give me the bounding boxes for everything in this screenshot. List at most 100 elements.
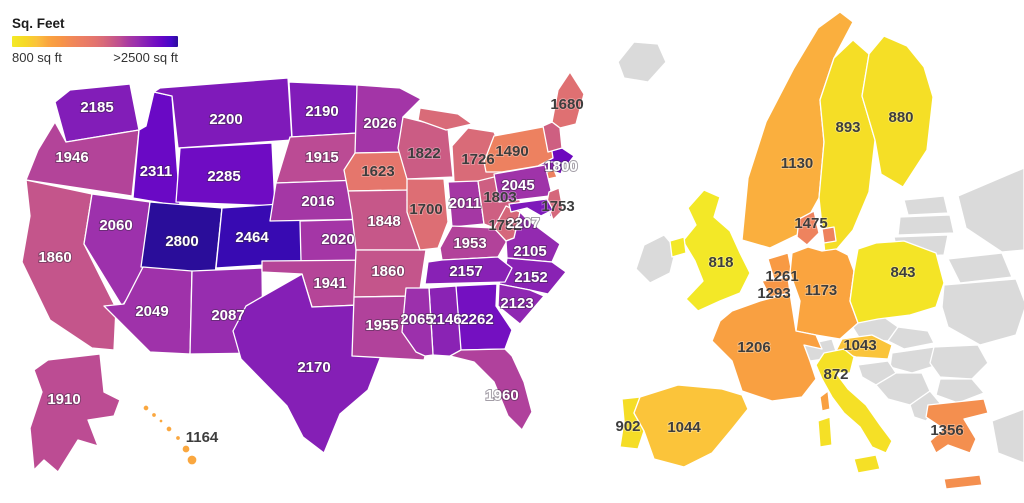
region-label-md: 2207 — [506, 215, 539, 232]
region-label-mt: 2200 — [209, 111, 242, 128]
region-label-ga: 2262 — [460, 311, 493, 328]
region-label-tn: 2157 — [449, 263, 482, 280]
region-hi — [181, 444, 191, 454]
region-or — [25, 121, 140, 197]
region-label-austria: 1043 — [843, 337, 876, 354]
region-label-portugal: 902 — [615, 418, 640, 435]
region-denmark — [821, 226, 837, 244]
region-nh — [542, 121, 563, 153]
region-romania — [929, 344, 989, 380]
legend-labels: 800 sq ft >2500 sq ft — [12, 50, 178, 65]
region-label-sd: 1915 — [305, 149, 338, 166]
region-label-wa: 2185 — [80, 99, 113, 116]
legend: Sq. Feet 800 sq ft >2500 sq ft — [12, 16, 178, 65]
region-hi — [158, 418, 164, 424]
region-label-ok: 1941 — [313, 275, 346, 292]
region-label-il: 1700 — [409, 201, 442, 218]
region-label-ny: 1490 — [495, 143, 528, 160]
region-slovakia — [887, 326, 935, 350]
region-sc — [497, 283, 545, 325]
region-greece — [925, 398, 989, 454]
region-label-ar: 1860 — [371, 263, 404, 280]
us-map: 2185 1946 1860 2311 2060 2200 2285 2800 2464 2049… — [21, 71, 585, 473]
region-mt — [153, 77, 293, 149]
region-label-az: 2049 — [135, 303, 168, 320]
region-label-id: 2311 — [140, 163, 173, 180]
region-label-tx: 2170 — [297, 359, 330, 376]
region-italy — [853, 454, 881, 474]
region-label-finland: 880 — [888, 109, 913, 126]
region-tx — [232, 273, 392, 454]
region-hi — [186, 454, 198, 466]
region-united-kingdom — [682, 189, 751, 312]
region-label-ky: 1953 — [453, 235, 486, 252]
region-ms — [401, 287, 434, 357]
region-fl — [449, 348, 533, 431]
region-hi — [165, 425, 173, 433]
region-label-ks: 2020 — [321, 231, 354, 248]
region-estonia — [903, 195, 949, 216]
region-greece — [943, 474, 983, 490]
region-label-germany: 1173 — [805, 282, 838, 299]
region-label-netherlands: 1261 — [765, 268, 798, 285]
region-label-nv: 2060 — [99, 217, 132, 234]
region-mi — [417, 107, 473, 131]
region-label-belgium: 1293 — [757, 285, 790, 302]
legend-gradient-bar — [12, 36, 178, 47]
region-label-sweden: 893 — [835, 119, 860, 136]
region-label-ca: 1860 — [38, 249, 71, 266]
region-label-co: 2464 — [235, 229, 269, 246]
legend-max-label: >2500 sq ft — [113, 50, 178, 65]
region-ireland — [635, 234, 677, 284]
region-label-nc: 2152 — [514, 269, 547, 286]
region-label-nd: 2190 — [305, 103, 338, 120]
region-label-ut: 2800 — [165, 233, 198, 250]
region-hi — [150, 411, 158, 419]
region-label-va: 2105 — [513, 243, 546, 260]
region-ukraine — [941, 278, 1024, 346]
region-label-sc: 2123 — [500, 295, 533, 312]
region-label-denmark: 1475 — [794, 215, 827, 232]
region-label-me: 1680 — [550, 96, 583, 113]
region-il — [406, 178, 449, 251]
region-hi — [142, 404, 150, 412]
region-label-mi: 1726 — [461, 151, 494, 168]
region-label-wv: 1752 — [488, 217, 521, 234]
region-denmark — [796, 210, 820, 246]
region-label-wi: 1822 — [407, 145, 440, 162]
region-ak — [29, 353, 121, 473]
region-label-wy: 2285 — [207, 168, 240, 185]
region-md — [508, 198, 554, 217]
region-label-ne: 2016 — [301, 193, 334, 210]
region-label-spain: 1044 — [667, 419, 701, 436]
region-label-france: 1206 — [737, 339, 770, 356]
region-label-mn: 2026 — [363, 115, 396, 132]
region-france — [711, 292, 823, 402]
region-label-mo: 1848 — [367, 213, 400, 230]
region-hi — [174, 434, 182, 442]
region-label-fl: 1960 — [485, 387, 518, 404]
region-iceland — [617, 41, 667, 83]
region-bulgaria — [935, 378, 985, 404]
region-label-nm: 2087 — [211, 307, 244, 324]
legend-min-label: 800 sq ft — [12, 50, 62, 65]
region-wa — [54, 83, 140, 143]
region-russia — [957, 167, 1024, 253]
region-label-nh: 1800 — [544, 158, 577, 175]
region-label-al: 2146 — [428, 311, 461, 328]
region-finland — [861, 35, 934, 188]
region-spain — [633, 384, 749, 468]
region-label-or: 1946 — [55, 149, 88, 166]
region-label-ak: 1910 — [47, 391, 80, 408]
legend-title: Sq. Feet — [12, 16, 65, 31]
region-va — [505, 211, 561, 263]
region-label-ia: 1623 — [361, 163, 394, 180]
region-italy — [817, 416, 833, 448]
region-ny — [483, 125, 554, 173]
region-label-hi: 1164 — [186, 429, 219, 446]
region-tn — [424, 256, 513, 285]
region-france — [819, 390, 831, 412]
region-united-kingdom — [669, 236, 687, 258]
